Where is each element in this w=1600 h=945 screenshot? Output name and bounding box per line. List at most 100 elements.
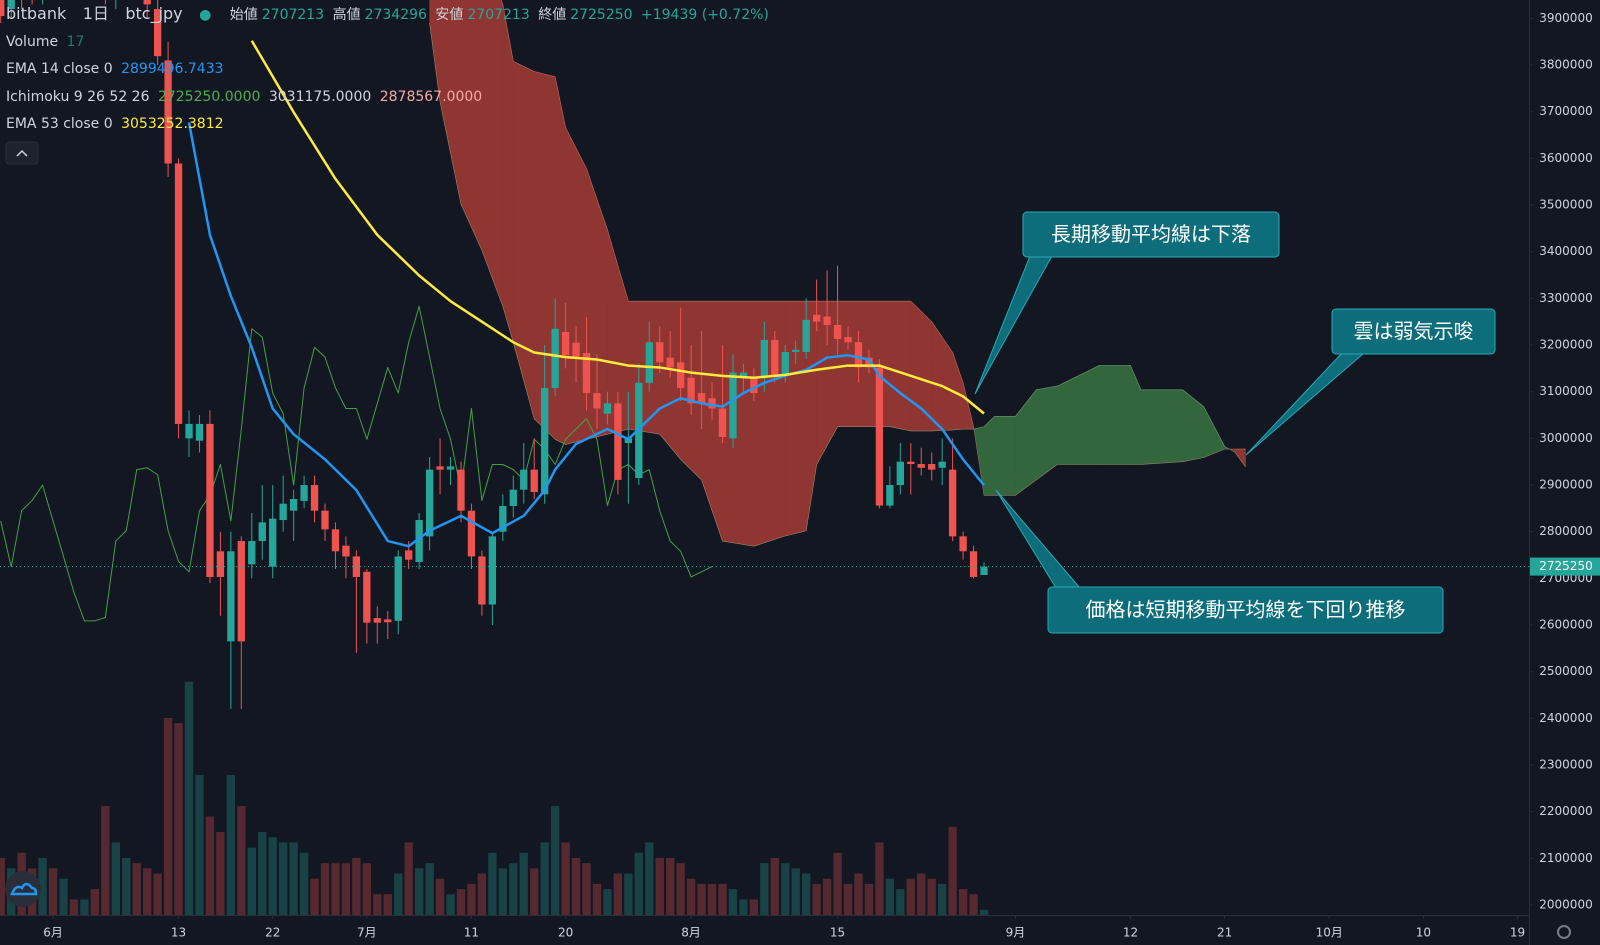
candle-body xyxy=(666,357,674,368)
pair: btc_jpy xyxy=(125,4,183,23)
candle-body xyxy=(237,541,245,642)
candle-body xyxy=(802,319,810,353)
candle-body xyxy=(948,469,957,537)
candle-body xyxy=(206,423,214,577)
candle-body xyxy=(279,503,287,521)
volume-bar xyxy=(550,806,560,915)
candle-body xyxy=(844,337,852,343)
volume-bar xyxy=(833,852,842,915)
candle-body xyxy=(269,518,277,567)
settings-icon[interactable] xyxy=(1557,925,1571,939)
y-tick-label: 3300000 xyxy=(1539,291,1592,305)
volume-bar xyxy=(843,883,853,915)
volume-bar xyxy=(958,889,968,915)
x-tick-label: 22 xyxy=(265,926,280,940)
candle-body xyxy=(384,619,392,623)
volume-bar xyxy=(373,894,382,915)
volume-bar xyxy=(812,883,821,915)
x-tick-label: 19 xyxy=(1510,926,1525,940)
candle-body xyxy=(425,469,434,537)
change: +19439 (+0.72%) xyxy=(641,7,769,23)
axes: 2000000 2100000 2200000 2300000 2400000 25000… xyxy=(43,11,1600,940)
volume-bar xyxy=(906,878,915,915)
y-tick-label: 2600000 xyxy=(1539,618,1592,632)
candle-body xyxy=(467,510,476,557)
candle-body xyxy=(959,536,967,552)
volume-bar xyxy=(624,873,633,915)
ohlc-label: 安値 xyxy=(435,7,464,23)
y-tick-label: 3600000 xyxy=(1539,151,1592,165)
y-tick-label: 2800000 xyxy=(1539,524,1592,538)
candle-body xyxy=(499,506,507,532)
candle-body xyxy=(185,423,193,439)
candle-body xyxy=(530,469,538,493)
volume-bar xyxy=(142,868,152,915)
candle-body xyxy=(143,0,151,5)
y-tick-label: 3400000 xyxy=(1539,244,1592,258)
x-tick-label: 21 xyxy=(1217,926,1232,940)
volume-bar xyxy=(195,775,204,915)
candle-body xyxy=(363,571,371,623)
candle-body xyxy=(520,469,528,490)
volume-bar xyxy=(341,863,351,915)
volume-bar xyxy=(896,889,905,915)
candle-body xyxy=(300,485,308,501)
x-tick-label: 15 xyxy=(830,926,845,940)
candle-body xyxy=(739,372,748,378)
logo[interactable] xyxy=(5,871,41,907)
candle-body xyxy=(289,499,298,511)
collapse-button[interactable] xyxy=(5,141,39,165)
volume-bar xyxy=(686,878,696,915)
cloud xyxy=(722,300,755,547)
volume-bar xyxy=(697,883,706,915)
x-tick-label: 10月 xyxy=(1316,926,1343,940)
volume-bar xyxy=(289,842,298,915)
candle-body xyxy=(687,377,695,404)
x-tick-label: 8月 xyxy=(681,926,701,940)
volume-bar xyxy=(707,883,717,915)
indicator-value: 3053252.3812 xyxy=(121,116,224,132)
volume-bar xyxy=(216,832,225,915)
volume-bar xyxy=(38,857,47,915)
candle-body xyxy=(980,566,988,575)
candle-body xyxy=(833,324,842,339)
volume-bar xyxy=(80,899,89,915)
volume-bar xyxy=(592,883,602,915)
candle-body xyxy=(216,551,225,577)
cloud xyxy=(1056,375,1079,465)
last-price-box xyxy=(1530,557,1600,576)
volume-bar xyxy=(132,863,141,915)
volume-bar xyxy=(383,894,392,915)
volume-bar xyxy=(530,868,539,915)
indicator-value: 2878567.0000 xyxy=(379,88,483,105)
volume-bar xyxy=(666,857,675,915)
candle-body xyxy=(478,556,486,605)
volume-bar xyxy=(885,878,895,915)
volume-bar xyxy=(854,873,863,915)
volume-bar xyxy=(111,842,120,915)
volume-bar xyxy=(728,889,738,915)
x-tick-label: 7月 xyxy=(357,926,377,940)
cloud xyxy=(994,416,1016,496)
candle-body xyxy=(812,314,821,322)
volume-bar xyxy=(101,806,110,915)
candle-body xyxy=(572,342,580,358)
volume-bar xyxy=(153,873,162,915)
volume-bar xyxy=(571,857,581,915)
volume-bar xyxy=(299,852,309,915)
x-tick-label: 12 xyxy=(1123,926,1138,940)
volume-bar xyxy=(509,863,518,915)
volume-bar xyxy=(917,873,926,915)
volume-bar xyxy=(69,899,79,915)
ohlc-label: 始値 xyxy=(229,7,258,23)
volume-bar xyxy=(864,883,874,915)
candle-body xyxy=(258,522,266,542)
x-tick-label: 9月 xyxy=(1006,926,1026,940)
ohlc-value: 2707213 xyxy=(261,7,325,23)
volume-bar xyxy=(446,894,455,915)
last-price-label: 2725250 xyxy=(1539,559,1592,573)
y-tick-label: 3900000 xyxy=(1539,11,1592,25)
candle-body xyxy=(938,461,946,468)
volume-bar xyxy=(979,909,989,915)
volume-bar xyxy=(226,775,236,915)
